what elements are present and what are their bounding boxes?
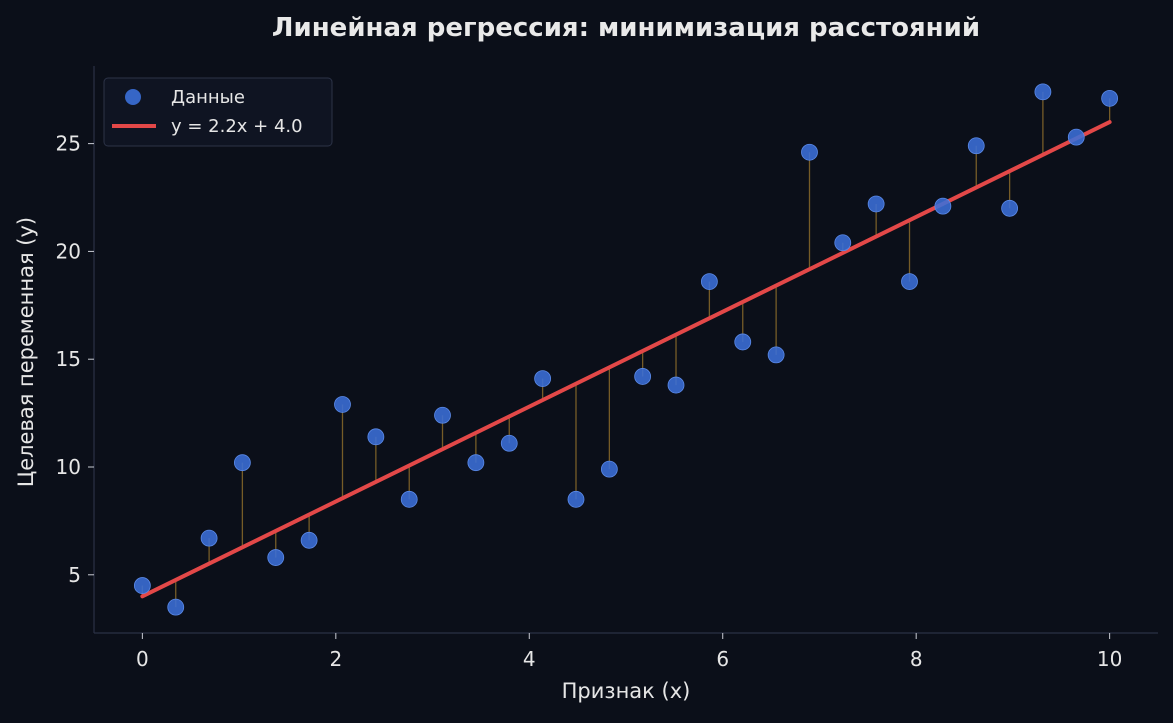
data-point [901,273,918,290]
y-tick-label: 15 [56,347,81,371]
data-point [834,234,852,252]
y-axis-title: Целевая переменная (y) [14,217,38,487]
data-point [567,490,585,508]
data-point [400,490,418,508]
data-point [934,197,952,215]
legend-label-line: y = 2.2x + 4.0 [171,116,303,137]
x-tick-label: 4 [523,647,536,671]
data-point [667,376,685,394]
x-tick-label: 10 [1097,647,1122,671]
data-point [967,137,985,155]
x-axis-title: Признак (x) [562,679,691,703]
data-point [700,273,718,290]
legend: Данные y = 2.2x + 4.0 [103,77,333,147]
data-point [634,368,652,385]
legend-label-data: Данные [171,87,245,108]
y-tick-label: 25 [56,132,81,156]
data-point [1067,128,1085,146]
data-point [367,428,385,446]
legend-marker-data [125,89,141,105]
data-points [133,83,1119,616]
data-point [867,195,885,213]
data-point [167,598,185,616]
data-point [734,333,752,351]
data-point [434,406,451,424]
x-tick-label: 0 [136,647,149,671]
y-tick-label: 10 [56,455,81,479]
data-point [767,346,785,364]
data-point [233,454,251,472]
axes: 0 2 4 6 8 10 5 10 15 20 25 [56,66,1158,671]
y-tick-label: 20 [56,239,81,263]
x-tick-label: 8 [910,647,923,671]
y-tick-label: 5 [68,563,81,587]
data-point [600,460,618,478]
data-point [467,454,485,472]
data-point [300,531,318,549]
data-point [1034,83,1052,101]
data-point [500,434,518,452]
x-tick-label: 6 [716,647,729,671]
data-point [534,370,552,388]
data-point [1001,199,1019,217]
data-point [267,549,285,566]
data-point [801,143,818,161]
x-tick-label: 2 [329,647,342,671]
legend-box [103,77,333,147]
data-point [133,577,151,594]
data-point [1101,89,1119,107]
data-point [334,396,351,413]
chart-title: Линейная регрессия: минимизация расстоян… [272,13,980,43]
data-point [200,529,218,547]
